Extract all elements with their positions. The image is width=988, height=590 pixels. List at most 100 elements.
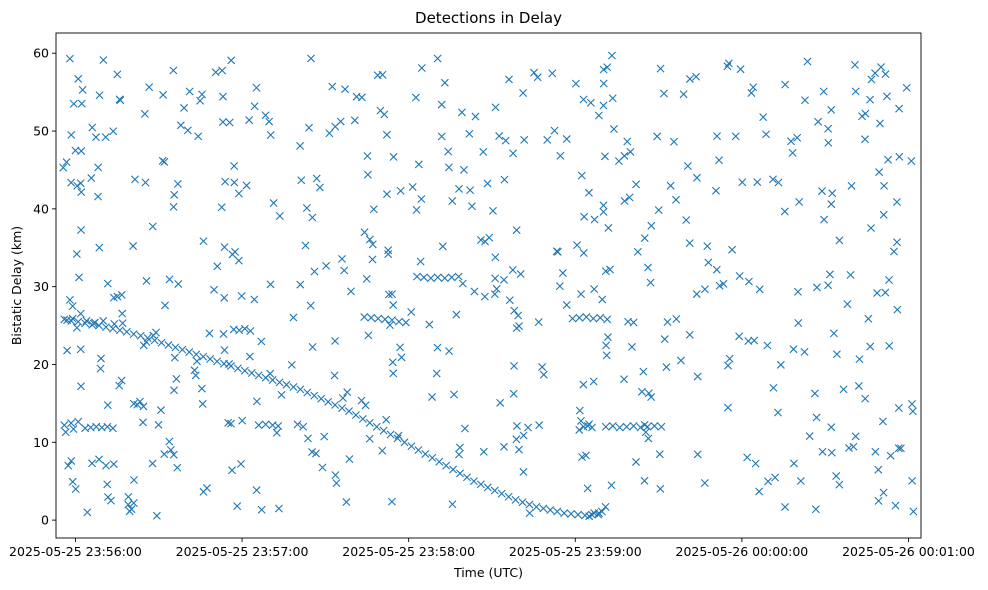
data-point <box>496 398 505 407</box>
data-point <box>878 417 887 426</box>
x-axis: 2025-05-25 23:56:00 2025-05-25 23:57:00 20… <box>9 538 975 559</box>
data-point <box>846 270 855 279</box>
data-point <box>407 442 416 451</box>
data-point <box>75 273 84 282</box>
data-point <box>150 336 159 345</box>
data-point <box>211 68 220 77</box>
data-point <box>338 394 347 403</box>
data-point <box>190 366 199 375</box>
data-point <box>240 324 249 333</box>
data-point <box>832 350 841 359</box>
data-point <box>908 407 917 416</box>
data-point <box>358 414 367 423</box>
data-point <box>577 171 586 180</box>
data-point <box>303 434 312 443</box>
data-point <box>773 408 782 417</box>
data-point <box>505 75 513 84</box>
data-point <box>603 333 612 342</box>
data-point <box>393 434 402 443</box>
data-point <box>637 387 646 396</box>
data-point <box>220 243 229 252</box>
data-point <box>632 180 641 189</box>
data-point <box>351 411 360 420</box>
data-point <box>877 63 886 72</box>
data-point <box>579 380 588 389</box>
data-point <box>867 224 876 233</box>
data-point <box>491 103 500 112</box>
data-point <box>225 118 234 127</box>
data-point <box>731 132 740 141</box>
data-point <box>226 419 235 428</box>
data-point <box>713 132 722 141</box>
data-point <box>519 89 528 98</box>
data-point <box>325 129 334 138</box>
data-point <box>817 187 826 196</box>
data-point <box>590 509 599 518</box>
data-point <box>194 132 203 141</box>
data-point <box>602 341 611 350</box>
data-point <box>508 265 517 274</box>
data-point <box>388 290 397 299</box>
data-point <box>666 181 675 190</box>
data-point <box>242 181 251 190</box>
data-point <box>751 459 760 468</box>
data-point <box>556 151 565 160</box>
data-point <box>629 421 638 430</box>
data-point <box>534 318 543 327</box>
y-axis-label: Bistatic Delay (km) <box>9 226 24 345</box>
data-point <box>894 404 903 412</box>
data-point <box>266 369 275 378</box>
data-point <box>386 430 395 439</box>
data-point <box>77 382 85 391</box>
data-point <box>736 65 745 74</box>
data-point <box>490 290 499 299</box>
data-point <box>364 331 373 340</box>
data-point <box>608 94 617 103</box>
data-point <box>653 132 662 141</box>
data-point <box>670 137 678 146</box>
y-tick-label: 50 <box>33 124 49 139</box>
data-point <box>885 341 894 350</box>
data-point <box>647 393 656 402</box>
data-point <box>308 343 317 351</box>
data-point <box>261 111 270 120</box>
data-point <box>608 421 617 430</box>
data-point <box>581 451 590 460</box>
data-point <box>520 135 529 144</box>
data-point <box>780 207 789 216</box>
data-point <box>723 403 732 412</box>
data-point <box>221 177 230 186</box>
data-point <box>662 363 671 372</box>
data-point <box>76 309 85 318</box>
data-point <box>254 421 263 430</box>
data-point <box>171 343 180 352</box>
data-point <box>272 428 281 437</box>
data-point <box>411 93 420 102</box>
data-point <box>317 394 326 403</box>
data-point <box>400 438 409 447</box>
data-point <box>372 422 381 431</box>
data-point <box>438 242 447 251</box>
data-point <box>172 374 181 383</box>
data-point <box>644 434 653 443</box>
data-point <box>601 422 610 431</box>
data-point <box>479 447 488 456</box>
data-point <box>220 293 229 302</box>
data-point <box>512 226 521 235</box>
data-point <box>238 416 247 425</box>
data-point <box>378 446 387 455</box>
data-point <box>233 364 242 373</box>
data-point <box>465 129 474 138</box>
data-point <box>64 461 73 470</box>
data-point <box>892 238 901 247</box>
data-point <box>599 79 608 88</box>
data-point <box>191 371 200 380</box>
data-point <box>574 510 583 519</box>
data-point <box>861 135 870 144</box>
data-point <box>789 345 798 354</box>
data-point <box>866 342 875 351</box>
data-point <box>440 78 449 87</box>
data-point <box>440 274 449 283</box>
data-point <box>159 90 168 99</box>
